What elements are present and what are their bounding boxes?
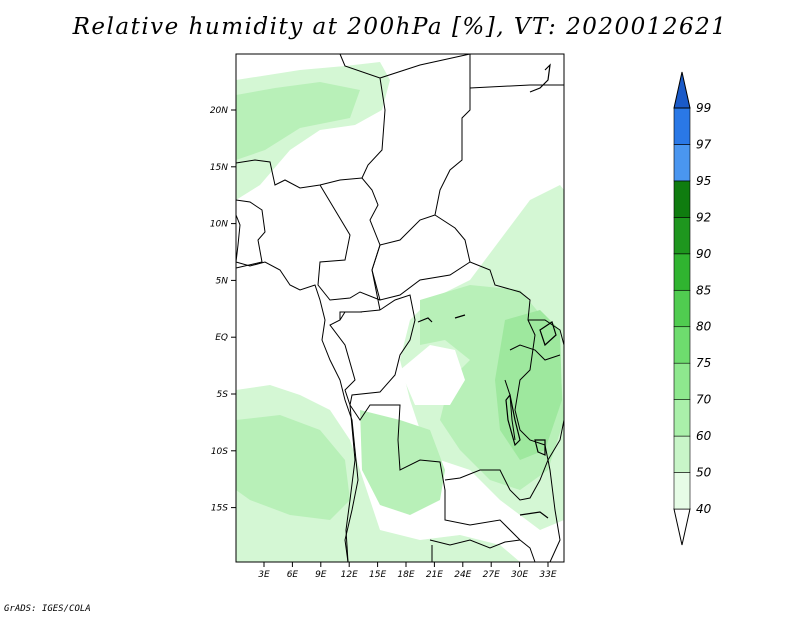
colorbar-upper-arrow: [673, 71, 691, 109]
colorbar-label: 95: [696, 174, 711, 188]
lat-tick-label: 20N: [210, 106, 228, 116]
map-frame: [235, 53, 565, 563]
lon-tick-label: 21E: [426, 570, 443, 580]
colorbar-label: 40: [696, 502, 712, 516]
lat-tick-label: 5S: [217, 390, 229, 400]
lon-tick-label: 27E: [483, 570, 500, 580]
colorbar: 40 50 60 70 75 80 85 90 92 95 97 99: [673, 71, 712, 546]
colorbar-label: 90: [696, 247, 712, 261]
colorbar-label: 75: [696, 356, 711, 370]
chart-title: Relative humidity at 200hPa [%], VT: 202…: [72, 14, 728, 40]
humidity-area-north-inner: [236, 82, 360, 160]
lat-tick-label: 15S: [211, 504, 228, 514]
colorbar-bin: [673, 472, 691, 510]
lon-tick-label: 3E: [258, 570, 270, 580]
dry-pocket: [400, 345, 465, 405]
colorbar-bin: [673, 217, 691, 255]
colorbar-bin: [673, 399, 691, 437]
humidity-shading: [236, 62, 564, 562]
coastline: [235, 214, 359, 563]
lon-tick-label: 6E: [287, 570, 299, 580]
colorbar-label: 85: [696, 283, 711, 297]
lat-tick-label: EQ: [215, 333, 228, 343]
colorbar-label: 99: [696, 101, 711, 115]
latitude-axis: 20N 15N 10N 5N EQ 5S 10S 15S: [210, 106, 236, 514]
colorbar-label: 80: [696, 320, 712, 334]
colorbar-bin: [673, 362, 691, 400]
colorbar-bin: [673, 326, 691, 364]
colorbar-label: 97: [696, 137, 712, 151]
colorbar-bin: [673, 435, 691, 473]
lat-tick-label: 10N: [210, 220, 228, 230]
colorbar-bin: [673, 144, 691, 182]
colorbar-bin: [673, 289, 691, 328]
colorbar-bin: [673, 253, 691, 291]
humidity-area-southwest-inner: [236, 415, 350, 520]
colorbar-bin: [673, 107, 691, 145]
lon-tick-label: 18E: [397, 570, 414, 580]
lat-tick-label: 10S: [211, 447, 228, 457]
colorbar-lower-arrow: [673, 508, 691, 546]
lon-tick-label: 33E: [539, 570, 556, 580]
humidity-area-east-core: [495, 310, 562, 460]
lon-tick-label: 15E: [369, 570, 386, 580]
longitude-axis: 3E 6E 9E 12E 15E 18E 21E 24E 27E 30E 33E: [258, 562, 557, 580]
humidity-area-south-central: [360, 410, 445, 515]
country-boundaries: [235, 53, 565, 563]
colorbar-label: 70: [696, 393, 712, 407]
colorbar-label: 60: [696, 429, 712, 443]
lon-tick-label: 12E: [341, 570, 358, 580]
lon-tick-label: 24E: [454, 570, 471, 580]
colorbar-label: 50: [696, 466, 712, 480]
map-panel: [235, 53, 565, 563]
lat-tick-label: 15N: [210, 163, 228, 173]
lon-tick-label: 30E: [511, 570, 528, 580]
grads-credit: GrADS: IGES/COLA: [4, 604, 91, 614]
colorbar-label: 92: [696, 210, 711, 224]
lat-tick-label: 5N: [216, 276, 229, 286]
lon-tick-label: 9E: [315, 570, 327, 580]
colorbar-bin: [673, 180, 691, 218]
lakes: [417, 63, 557, 519]
